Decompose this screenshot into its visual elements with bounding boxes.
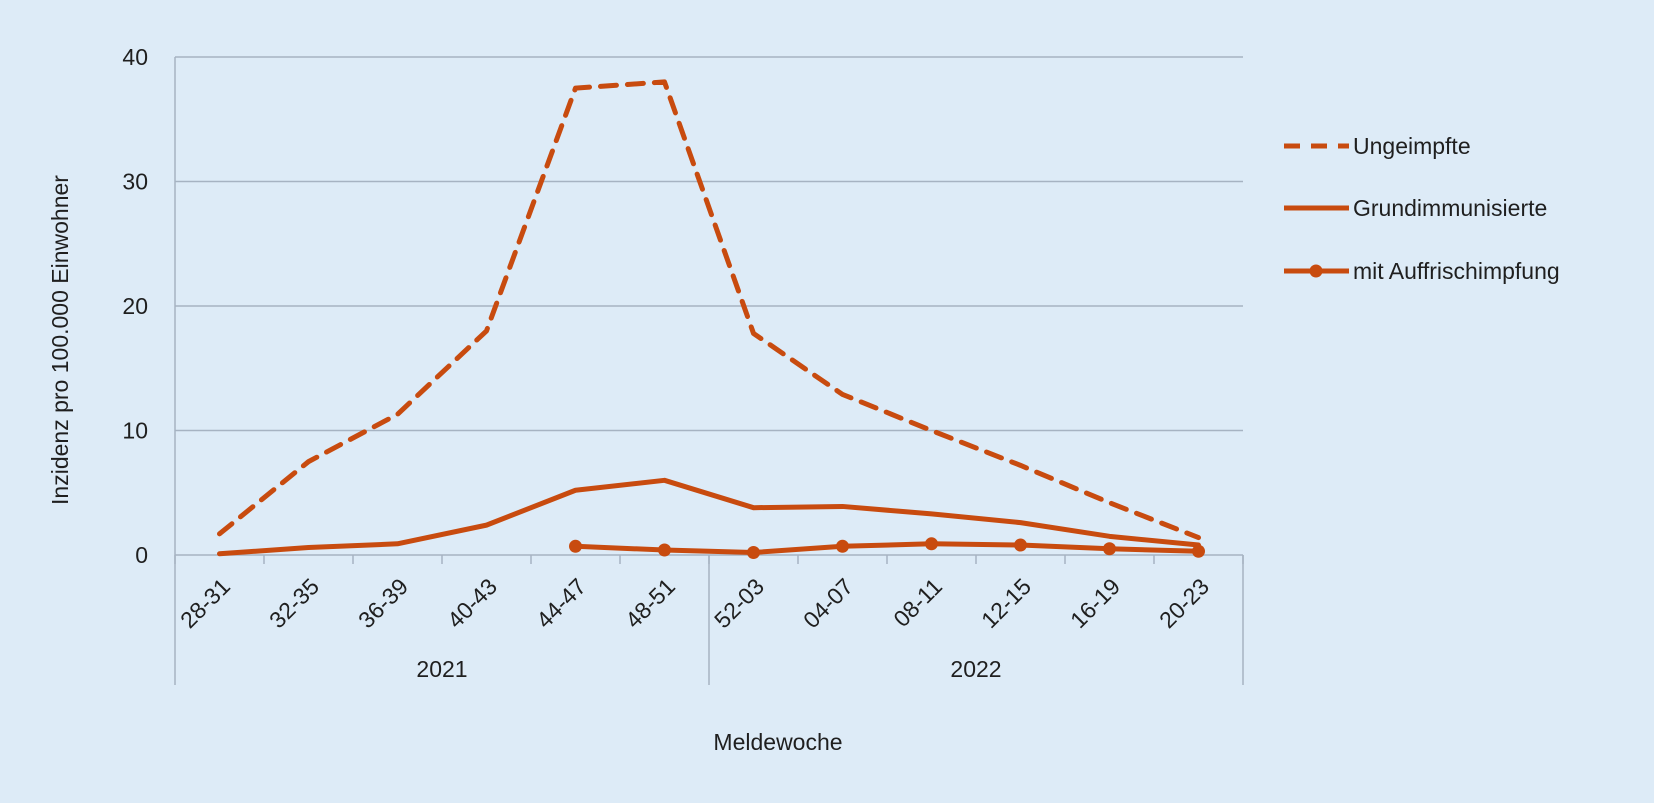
legend-label: Grundimmunisierte <box>1353 195 1547 221</box>
legend-marker <box>1309 264 1323 278</box>
legend: Ungeimpfte Grundimmunisierte mit Auffrisch… <box>1284 133 1560 284</box>
data-point-marker <box>1014 538 1027 552</box>
data-point-marker <box>658 543 671 557</box>
axis-labels: 0 10 20 30 40 28-31 32-35 36-39 40-43 44-47 48-51 5… <box>47 44 1214 755</box>
x-tick-label: 52-03 <box>709 573 769 633</box>
data-point-marker <box>1192 544 1205 558</box>
x-tick-label: 36-39 <box>353 573 413 633</box>
x-tick-label: 04-07 <box>798 573 858 633</box>
year-group-label: 2022 <box>950 656 1001 682</box>
x-tick-label: 16-19 <box>1065 573 1125 633</box>
x-tick-label: 40-43 <box>442 573 502 633</box>
y-axis-title: Inzidenz pro 100.000 Einwohner <box>47 175 73 505</box>
y-tick-label: 10 <box>122 418 148 444</box>
x-tick-label: 12-15 <box>976 573 1036 633</box>
series-line-1 <box>217 477 1201 557</box>
series-lines <box>217 79 1205 560</box>
x-tick-label: 20-23 <box>1154 573 1214 633</box>
data-point-marker <box>747 546 760 560</box>
data-point-marker <box>569 539 582 553</box>
axes <box>174 57 1244 685</box>
x-axis-title: Meldewoche <box>713 729 842 755</box>
data-point-marker <box>1103 542 1116 556</box>
x-tick-label: 28-31 <box>175 573 235 633</box>
y-tick-label: 20 <box>122 293 148 319</box>
x-tick-label: 32-35 <box>264 573 324 633</box>
x-tick-label: 48-51 <box>620 573 680 633</box>
x-tick-label: 44-47 <box>531 573 591 633</box>
data-point-marker <box>836 539 849 553</box>
series-line-0 <box>217 79 1201 541</box>
y-tick-label: 0 <box>135 542 148 568</box>
y-tick-label: 40 <box>122 44 148 70</box>
data-point-marker <box>925 537 938 551</box>
series-line-2 <box>573 541 1201 556</box>
legend-label: mit Auffrischimpfung <box>1353 258 1560 284</box>
gridlines <box>175 56 1243 556</box>
year-group-label: 2021 <box>416 656 467 682</box>
y-tick-label: 30 <box>122 169 148 195</box>
x-tick-label: 08-11 <box>888 573 947 632</box>
legend-label: Ungeimpfte <box>1353 133 1471 159</box>
